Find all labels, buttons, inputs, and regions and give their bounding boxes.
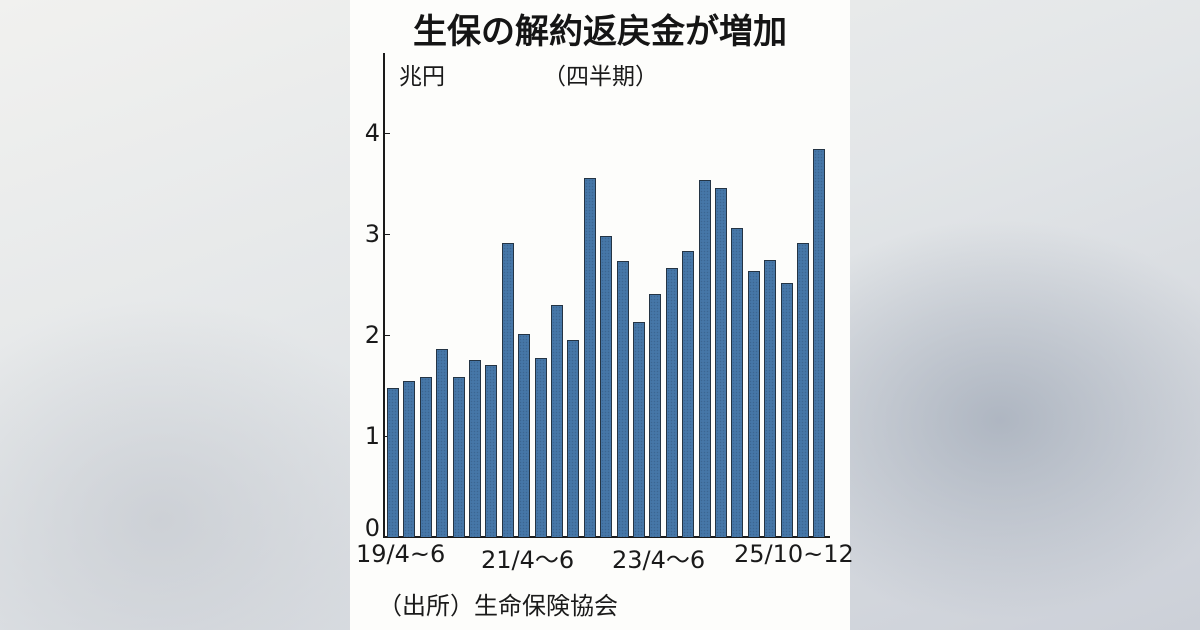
bar (567, 340, 580, 537)
y-axis-unit-label: 兆円 (399, 64, 445, 90)
bar (436, 349, 449, 537)
x-axis-line (383, 536, 830, 538)
chart-card: 生保の解約返戻金が増加 兆円 （四半期） 0 1 2 3 4 19/4~6 21… (350, 0, 854, 630)
bar (534, 358, 547, 537)
y-tick-label: 2 (364, 321, 380, 349)
y-tick-label: 4 (364, 119, 380, 147)
bar (649, 294, 662, 537)
y-tick-label: 3 (364, 220, 380, 248)
bar (583, 178, 596, 537)
bar (403, 381, 416, 537)
bar (485, 365, 498, 537)
y-tick-label: 0 (364, 514, 380, 542)
y-axis-line (383, 53, 385, 538)
bar (731, 228, 744, 537)
x-tick-label: 25/10~12 (734, 540, 854, 568)
source-note: （出所）生命保険協会 (378, 592, 618, 620)
bar (600, 236, 613, 537)
bar (797, 243, 809, 537)
period-label: （四半期） (543, 64, 658, 90)
y-tick (385, 133, 390, 134)
y-tick (385, 234, 390, 235)
y-tick-label: 1 (364, 422, 380, 450)
bar (633, 322, 645, 537)
chart-title: 生保の解約返戻金が増加 (413, 12, 787, 52)
bar (764, 260, 777, 537)
x-tick-label: 23/4～6 (612, 546, 706, 574)
bar (551, 305, 563, 537)
x-tick-label: 21/4～6 (481, 546, 575, 574)
bar (501, 243, 514, 537)
bar (452, 377, 465, 537)
bar (698, 180, 711, 537)
bar (665, 268, 678, 537)
y-tick (385, 335, 390, 336)
bar (780, 283, 793, 537)
bar (813, 149, 826, 537)
bar (747, 271, 760, 537)
bar (616, 261, 629, 537)
bar (682, 251, 695, 537)
x-tick-label: 19/4~6 (356, 540, 446, 568)
bar (419, 377, 432, 537)
bar (469, 360, 481, 537)
bar (387, 388, 399, 537)
bar (715, 188, 727, 537)
bar (518, 334, 531, 537)
